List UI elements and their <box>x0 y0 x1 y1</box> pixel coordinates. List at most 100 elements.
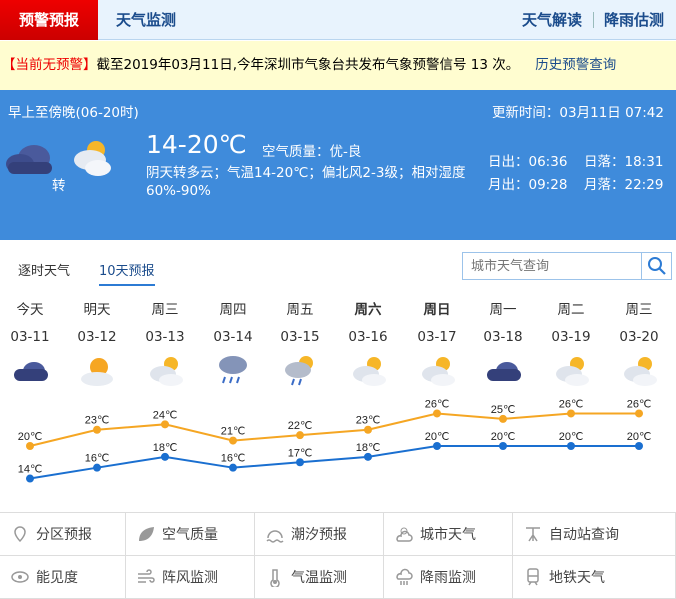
high-temp-point <box>567 409 575 418</box>
high-temp-label: 23℃ <box>85 415 110 427</box>
history-warning-link[interactable]: 历史预警查询 <box>535 57 617 73</box>
train-icon <box>527 568 539 586</box>
forecast-day[interactable]: 周五 03-15 <box>267 298 333 391</box>
quick-link[interactable]: 自动站查询 <box>513 513 676 556</box>
tab-hourly[interactable]: 逐时天气 <box>18 264 71 279</box>
day-date: 03-17 <box>417 329 457 345</box>
quick-link[interactable]: 降雨监测 <box>384 556 513 599</box>
day-name: 周六 <box>354 302 382 318</box>
day-name: 周三 <box>151 302 179 318</box>
link-rain-estimate[interactable]: 降雨估测 <box>604 11 665 29</box>
sunrise: 日出：06:36 <box>488 154 568 170</box>
high-temp-label: 26℃ <box>627 398 652 410</box>
low-temp-line <box>29 445 639 480</box>
high-temp-point <box>635 409 643 418</box>
partly-cloudy-icon <box>624 357 657 386</box>
search-button[interactable] <box>641 253 671 279</box>
city-search-input[interactable] <box>463 253 641 279</box>
quick-link-label: 空气质量 <box>162 527 218 543</box>
link-weather-interpret[interactable]: 天气解读 <box>522 11 583 29</box>
eye-icon <box>11 571 29 583</box>
quick-link-label: 地铁天气 <box>549 570 605 586</box>
high-temp-point <box>229 436 237 445</box>
city-search <box>462 252 672 280</box>
day-date: 03-11 <box>10 329 50 345</box>
high-temp-point <box>499 414 507 423</box>
cloudy-icon <box>6 145 52 174</box>
forecast-day[interactable]: 周一 03-18 <box>470 298 536 391</box>
high-temp-label: 26℃ <box>559 398 584 410</box>
air-quality: 空气质量：优-良 <box>262 144 362 160</box>
day-date: 03-14 <box>213 329 253 345</box>
low-temp-point <box>433 442 441 450</box>
quick-link-label: 城市天气 <box>420 527 476 543</box>
low-temp-point <box>26 474 34 483</box>
day-name: 周一 <box>489 302 517 318</box>
warning-text: 截至2019年03月11日,今年深圳市气象台共发布气象预警信号 13 次。 <box>96 57 520 73</box>
forecast-day[interactable]: 周三 03-13 <box>132 298 198 391</box>
low-temp-label: 14℃ <box>18 464 43 476</box>
forecast-day[interactable]: 明天 03-12 <box>64 298 130 391</box>
tab-weather-monitor[interactable]: 天气监测 <box>116 11 177 29</box>
leaf-icon <box>139 527 154 541</box>
quick-link[interactable]: 阵风监测 <box>126 556 255 599</box>
forecast-day[interactable]: 周二 03-19 <box>538 298 604 391</box>
quick-link[interactable]: 城市天气 <box>384 513 513 556</box>
low-temp-point <box>567 442 575 450</box>
moonrise: 月出：09:28 <box>488 177 568 193</box>
cloudy-icon <box>14 362 48 381</box>
wind-icon <box>138 569 155 583</box>
forecast-day[interactable]: 今天 03-11 <box>0 298 63 391</box>
high-temp-point <box>161 420 169 429</box>
quick-links: 分区预报 空气质量 潮汐预报 城市天气 自动站查询能见度 阵风监测 气温监测 降雨监测 地铁天气 <box>0 512 676 599</box>
day-name: 明天 <box>83 302 111 318</box>
weather-station-icon <box>526 527 540 542</box>
quick-link[interactable]: 空气质量 <box>126 513 255 556</box>
cloudy-icon <box>487 362 521 381</box>
quick-link-label: 潮汐预报 <box>291 527 347 543</box>
low-temp-label: 16℃ <box>85 453 110 465</box>
day-date: 03-13 <box>145 329 185 345</box>
low-temp-label: 20℃ <box>491 431 516 443</box>
quick-link[interactable]: 分区预报 <box>0 513 126 556</box>
tab-warning-forecast[interactable]: 预警预报 <box>0 0 98 40</box>
low-temp-point <box>499 442 507 450</box>
day-name: 周二 <box>557 302 585 318</box>
high-temp-label: 24℃ <box>153 409 178 421</box>
forecast-day[interactable]: 周六 03-16 <box>335 298 401 391</box>
quick-link[interactable]: 气温监测 <box>255 556 384 599</box>
divider <box>593 12 594 28</box>
partly-cloudy-icon <box>422 357 455 386</box>
day-name: 周五 <box>286 302 314 318</box>
quick-link-label: 阵风监测 <box>162 570 218 586</box>
forecast-day[interactable]: 周三 03-20 <box>606 298 672 391</box>
quick-link[interactable]: 潮汐预报 <box>255 513 384 556</box>
partly-cloudy-icon <box>353 357 386 386</box>
day-name: 周日 <box>423 302 451 318</box>
warning-bar: 【当前无预警】截至2019年03月11日,今年深圳市气象台共发布气象预警信号 1… <box>0 41 676 90</box>
high-temp-label: 26℃ <box>425 398 450 410</box>
day-date: 03-16 <box>348 329 388 345</box>
day-name: 今天 <box>16 302 44 318</box>
day-name: 周四 <box>219 302 247 318</box>
low-temp-point <box>161 452 169 461</box>
forecast-day[interactable]: 周四 03-14 <box>200 298 266 391</box>
today-panel: 早上至傍晚(06-20时) 更新时间：03月11日 07:42 转 14-20℃… <box>0 90 676 240</box>
update-time: 更新时间：03月11日 07:42 <box>491 105 664 121</box>
partly-cloudy-icon <box>556 357 589 386</box>
day-date: 03-12 <box>77 329 117 345</box>
temperature-range: 14-20℃ <box>146 130 247 159</box>
warning-status: 【当前无预警】 <box>2 57 97 73</box>
low-temp-label: 20℃ <box>559 431 584 443</box>
weather-description: 阴天转多云；气温14-20℃；偏北风2-3级；相对湿度60%-90% <box>146 165 466 199</box>
quick-link-label: 能见度 <box>36 570 78 586</box>
partly-cloudy-icon <box>74 141 111 176</box>
thermometer-icon <box>270 569 280 587</box>
tab-10day[interactable]: 10天预报 <box>99 260 155 286</box>
quick-link[interactable]: 地铁天气 <box>513 556 676 599</box>
high-temp-line <box>29 412 639 447</box>
sun-cloud-icon <box>81 358 113 386</box>
quick-link[interactable]: 能见度 <box>0 556 126 599</box>
low-temp-label: 18℃ <box>356 442 381 454</box>
forecast-day[interactable]: 周日 03-17 <box>404 298 470 391</box>
